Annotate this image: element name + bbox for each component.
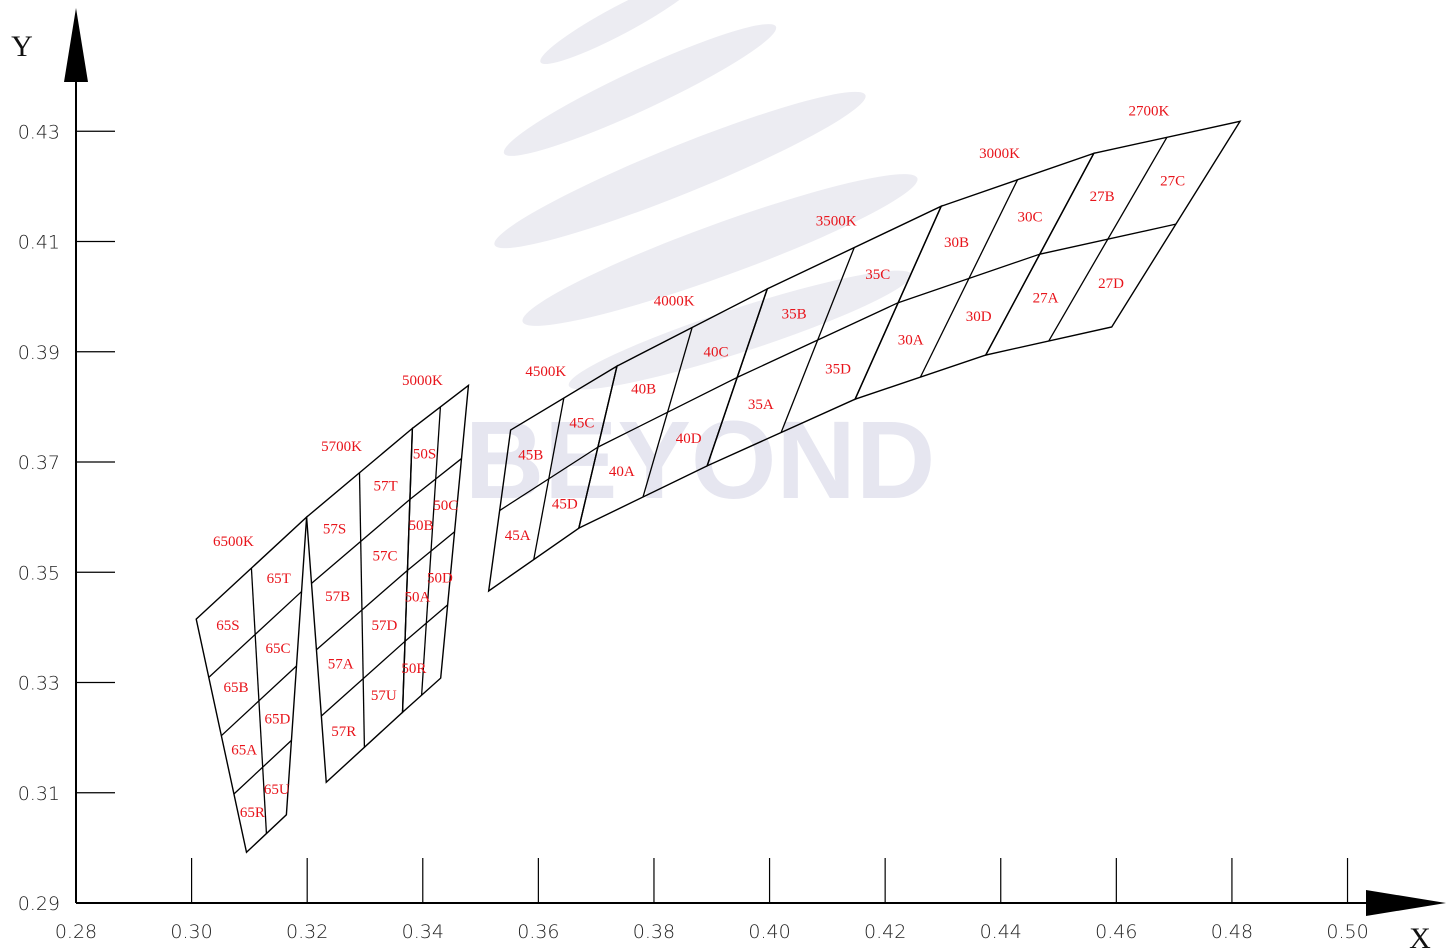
bin-label: 45B xyxy=(518,447,543,463)
bin-label: 65S xyxy=(216,618,239,634)
x-tick-label: 0.48 xyxy=(1211,921,1253,943)
bin-block xyxy=(401,383,470,714)
cct-label: 5000K xyxy=(402,373,443,389)
bin-label: 40D xyxy=(676,431,702,447)
bin-label: 35C xyxy=(865,267,890,283)
bin-divider xyxy=(533,397,565,560)
cct-label: 3500K xyxy=(816,214,857,230)
x-tick-label: 0.30 xyxy=(170,921,212,943)
bin-divider xyxy=(1048,137,1168,342)
y-tick-label: 0.37 xyxy=(18,452,60,474)
bin-label: 40A xyxy=(609,464,635,480)
bin-label: 45D xyxy=(552,496,578,512)
x-axis-label: X xyxy=(1409,922,1431,952)
bin-label: 50S xyxy=(413,446,436,462)
x-tick-label: 0.42 xyxy=(864,921,906,943)
bin-label: 65T xyxy=(267,571,291,587)
x-tick-label: 0.38 xyxy=(633,921,675,943)
bin-label: 65D xyxy=(264,712,290,728)
bin-label: 57B xyxy=(325,589,350,605)
bin-label: 35D xyxy=(825,362,851,378)
bin-label: 40B xyxy=(631,381,656,397)
y-arrow xyxy=(64,8,88,82)
cct-label: 6500K xyxy=(213,534,254,550)
x-arrow xyxy=(1366,890,1446,916)
x-tick-label: 0.36 xyxy=(517,921,559,943)
bin-divider xyxy=(919,179,1019,378)
bin-label: 57T xyxy=(374,478,398,494)
bin-label: 65A xyxy=(231,742,257,758)
y-tick-label: 0.35 xyxy=(18,562,60,584)
bin-label: 50C xyxy=(433,498,458,514)
bin-label: 30A xyxy=(898,332,924,348)
y-tick-label: 0.41 xyxy=(18,232,60,254)
bin-divider xyxy=(358,472,366,748)
bin-label: 35B xyxy=(782,306,807,322)
y-axis-label: Y xyxy=(11,30,33,63)
bin-label: 35A xyxy=(748,397,774,413)
bin-label: 57U xyxy=(371,688,397,704)
bin-label: 30D xyxy=(966,309,992,325)
bin-divider xyxy=(780,247,855,433)
x-tick-label: 0.46 xyxy=(1095,921,1137,943)
bin-label: 27C xyxy=(1160,174,1185,190)
x-tick-label: 0.40 xyxy=(748,921,790,943)
bin-divider xyxy=(250,568,268,834)
x-tick-label: 0.34 xyxy=(402,921,444,943)
y-tick-label: 0.29 xyxy=(18,893,60,915)
bin-label: 50D xyxy=(427,571,453,587)
bin-label: 57D xyxy=(371,618,397,634)
bin-label: 40C xyxy=(704,345,729,361)
bin-label: 65C xyxy=(266,641,291,657)
y-tick-label: 0.31 xyxy=(18,783,60,805)
bin-label: 50A xyxy=(405,589,431,605)
bin-divider xyxy=(642,327,693,498)
watermark-swirls xyxy=(494,0,918,390)
bin-label: 27B xyxy=(1090,189,1115,205)
y-tick-label: 0.39 xyxy=(18,342,60,364)
x-tick-label: 0.44 xyxy=(980,921,1022,943)
y-tick-label: 0.43 xyxy=(18,121,60,143)
bin-label: 45A xyxy=(505,528,531,544)
bin-label: 27A xyxy=(1033,290,1059,306)
x-tick-label: 0.32 xyxy=(286,921,328,943)
y-tick-label: 0.33 xyxy=(18,673,60,695)
bin-label: 30B xyxy=(944,235,969,251)
watermark: BEYOND xyxy=(465,399,936,522)
bin-block xyxy=(195,515,308,854)
bin-label: 57R xyxy=(331,724,356,740)
cct-label: 2700K xyxy=(1128,103,1169,119)
x-tick-label: 0.28 xyxy=(55,921,97,943)
bin-label: 57S xyxy=(323,522,346,538)
bin-block xyxy=(984,120,1242,357)
bin-label: 50R xyxy=(401,661,426,677)
bin-label: 65B xyxy=(224,680,249,696)
bin-label: 65R xyxy=(240,805,265,821)
bin-label: 50B xyxy=(409,518,434,534)
bin-divider xyxy=(420,406,442,696)
bin-label: 45C xyxy=(569,416,594,432)
x-tick-label: 0.50 xyxy=(1326,921,1368,943)
cct-label: 4000K xyxy=(654,294,695,310)
cct-label: 4500K xyxy=(525,364,566,380)
bin-label: 57C xyxy=(373,548,398,564)
bin-label: 57A xyxy=(328,657,354,673)
cct-label: 5700K xyxy=(321,439,362,455)
bin-label: 27D xyxy=(1098,276,1124,292)
bin-label: 30C xyxy=(1017,209,1042,225)
bin-label: 65U xyxy=(264,782,290,798)
cct-label: 3000K xyxy=(979,146,1020,162)
